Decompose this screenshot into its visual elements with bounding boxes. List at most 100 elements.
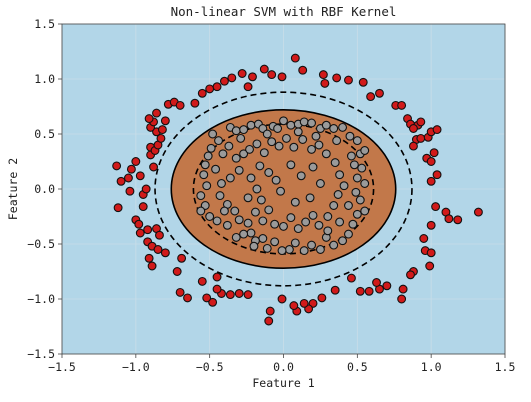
inner-class-point (258, 234, 268, 243)
y-tick-label: 0.5 (34, 127, 55, 141)
outer-class-point (208, 297, 218, 307)
outer-class-point (125, 186, 135, 196)
outer-class-point (346, 273, 356, 283)
outer-class-point (197, 276, 207, 286)
y-tick-label: −1.0 (27, 292, 55, 306)
inner-class-point (348, 219, 358, 229)
inner-class-point (239, 229, 249, 239)
inner-class-point (212, 216, 222, 226)
outer-class-point (183, 293, 192, 303)
outer-class-point (432, 125, 442, 135)
inner-class-point (249, 241, 259, 251)
outer-class-point (152, 108, 161, 118)
inner-class-point (239, 149, 249, 159)
inner-class-point (293, 224, 303, 234)
outer-class-point (112, 161, 122, 171)
inner-class-point (230, 206, 240, 216)
outer-class-point (318, 70, 328, 80)
inner-class-point (271, 175, 281, 185)
inner-class-point (289, 142, 299, 152)
inner-class-point (284, 245, 294, 254)
outer-class-point (259, 64, 269, 74)
outer-class-point (227, 73, 237, 83)
outer-class-point (135, 228, 145, 238)
inner-class-point (315, 179, 325, 188)
outer-class-point (138, 202, 148, 212)
x-tick-label: 0.0 (273, 360, 294, 374)
y-tick-label: −1.5 (27, 347, 55, 361)
inner-class-point (264, 205, 274, 215)
outer-class-point (372, 278, 381, 287)
y-axis-ticks: −1.5 −1.0 −0.5 0.0 0.5 1.0 1.5 (27, 17, 62, 361)
inner-class-point (286, 213, 296, 223)
inner-class-point (352, 209, 362, 219)
outer-class-point (429, 148, 439, 158)
inner-class-point (352, 136, 362, 146)
inner-class-point (290, 197, 300, 207)
inner-class-point (196, 191, 206, 201)
outer-class-point (160, 116, 170, 126)
inner-class-point (329, 201, 339, 210)
inner-class-point (231, 232, 241, 242)
inner-class-point (332, 136, 342, 146)
chart-title: Non-linear SVM with RBF Kernel (171, 4, 397, 19)
outer-class-point (473, 207, 483, 217)
inner-class-point (274, 141, 284, 151)
outer-class-point (444, 214, 454, 224)
outer-class-point (330, 285, 340, 295)
outer-class-point (426, 248, 436, 258)
inner-class-point (205, 212, 215, 221)
outer-class-point (344, 75, 353, 85)
data-points (112, 53, 483, 326)
y-tick-label: 1.0 (34, 72, 55, 86)
inner-class-point (298, 135, 308, 144)
inner-class-point (308, 210, 318, 220)
inner-class-point (349, 160, 359, 170)
outer-class-point (364, 286, 374, 296)
inner-class-point (250, 207, 260, 217)
outer-class-point (134, 219, 144, 229)
outer-class-point (243, 82, 253, 92)
inner-class-point (282, 133, 291, 143)
y-axis-label: Feature 2 (6, 158, 20, 220)
outer-class-point (212, 272, 222, 282)
outer-class-point (225, 290, 235, 300)
inner-class-point (252, 139, 262, 149)
inner-class-point (256, 195, 266, 205)
inner-class-point (286, 160, 296, 170)
inner-class-point (214, 136, 223, 146)
inner-class-point (202, 181, 212, 191)
outer-class-point (212, 82, 222, 92)
inner-class-point (307, 240, 317, 250)
inner-class-point (279, 116, 288, 126)
outer-class-point (289, 301, 299, 311)
inner-class-point (243, 218, 253, 228)
inner-class-point (259, 148, 269, 158)
outer-class-point (234, 289, 244, 298)
outer-class-point (131, 157, 141, 166)
outer-class-point (265, 306, 275, 316)
inner-class-point (246, 120, 256, 130)
inner-class-point (360, 146, 370, 155)
x-axis-label: Feature 1 (252, 376, 314, 390)
outer-class-point (366, 92, 376, 102)
inner-class-point (330, 158, 340, 168)
x-tick-label: −1.0 (122, 360, 150, 374)
outer-class-point (426, 176, 436, 186)
inner-class-point (234, 215, 244, 225)
outer-class-point (149, 162, 159, 172)
inner-class-point (338, 236, 348, 246)
inner-class-point (360, 206, 370, 216)
inner-class-point (203, 151, 213, 161)
inner-class-point (305, 193, 315, 203)
outer-class-point (408, 141, 418, 151)
inner-class-point (219, 206, 229, 216)
outer-class-point (175, 100, 185, 110)
inner-class-point (335, 217, 345, 227)
inner-class-point (344, 229, 353, 239)
outer-class-point (355, 286, 365, 296)
inner-class-point (199, 170, 209, 180)
inner-class-point (321, 149, 331, 159)
outer-class-point (144, 114, 154, 124)
inner-class-point (258, 216, 268, 226)
